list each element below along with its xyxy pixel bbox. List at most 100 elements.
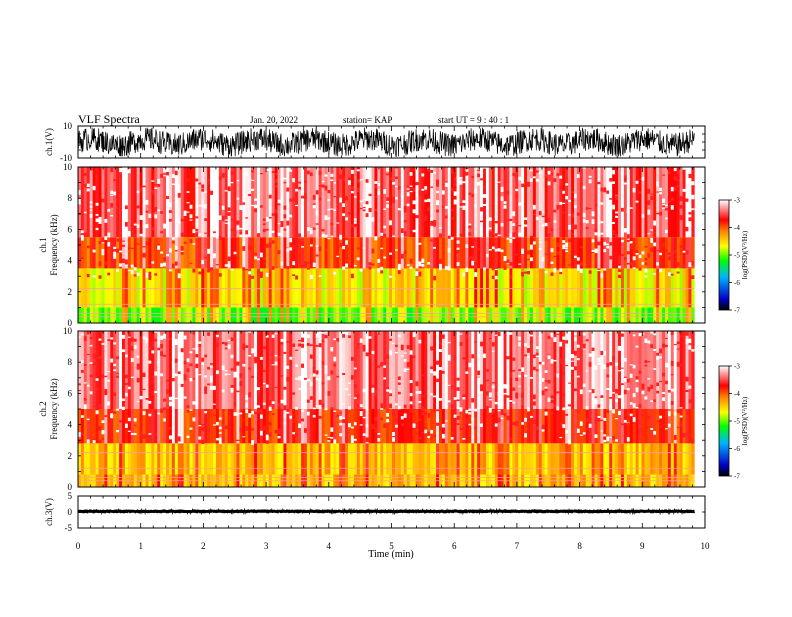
- spectrogram-speckle: [691, 438, 695, 444]
- spectrogram-cell: [532, 409, 537, 444]
- spectrogram-cell: [180, 443, 184, 475]
- spectrogram-speckle: [336, 222, 340, 224]
- spectrogram-cell: [447, 268, 452, 308]
- spectrogram-cell: [588, 237, 592, 269]
- spectrogram-cell: [538, 443, 543, 475]
- spectrogram-speckle: [629, 172, 633, 175]
- spectrogram-cell: [315, 331, 319, 409]
- spectrogram-speckle: [189, 238, 193, 244]
- spectrogram-speckle: [635, 379, 639, 383]
- spectrogram-speckle: [524, 433, 528, 438]
- spectrogram-cell: [450, 443, 454, 475]
- spectrogram-cell: [433, 167, 437, 238]
- spectrogram-speckle: [488, 392, 492, 398]
- spectrogram-speckle: [186, 405, 190, 408]
- spectrogram-cell: [78, 409, 82, 444]
- spectrogram-cell: [623, 167, 628, 238]
- spectrogram-speckle: [86, 331, 90, 335]
- spectrogram-cell: [532, 167, 537, 238]
- spectrogram-speckle: [571, 354, 574, 359]
- spectrogram-speckle: [456, 176, 460, 178]
- spectrogram-speckle: [471, 260, 475, 266]
- spectrogram-speckle: [186, 180, 190, 182]
- spectrogram-speckle: [682, 399, 686, 403]
- spectrogram-cell: [609, 237, 613, 269]
- spectrogram-speckle: [556, 173, 560, 177]
- spectrogram-speckle: [195, 354, 199, 358]
- spectrogram-cell: [166, 443, 170, 475]
- spectrogram-cell: [321, 443, 325, 475]
- spectrogram-cell: [110, 307, 114, 323]
- spectrogram-speckle: [198, 374, 202, 376]
- spectrogram-speckle: [565, 247, 569, 250]
- spectrogram-speckle: [609, 198, 613, 200]
- spectrogram-speckle: [89, 391, 93, 395]
- spectrogram-speckle: [623, 177, 627, 182]
- spectrogram-speckle: [333, 363, 337, 367]
- spectrogram-speckle: [447, 235, 451, 239]
- spectrogram-speckle: [574, 205, 577, 209]
- spectrogram-speckle: [98, 338, 102, 341]
- spectrogram-speckle: [485, 405, 489, 410]
- spectrogram-speckle: [80, 225, 84, 230]
- spectrogram-speckle: [418, 390, 422, 394]
- spectrogram-cell: [535, 237, 540, 269]
- spectrogram-cell: [394, 307, 399, 323]
- spectrogram-speckle: [359, 268, 363, 272]
- spectrogram-speckle: [459, 203, 463, 206]
- spectrogram-speckle: [509, 438, 513, 440]
- spectrogram-speckle: [204, 354, 208, 358]
- spectrogram-speckle: [559, 361, 563, 365]
- spectrogram-speckle: [204, 386, 208, 392]
- spectrogram-speckle: [509, 400, 513, 402]
- spectrogram-cell: [623, 331, 628, 409]
- ch2-colorbar-gradient: [718, 365, 730, 477]
- spectrogram-cell: [553, 443, 557, 475]
- spectrogram-cell: [579, 307, 584, 323]
- spectrogram-cell: [157, 409, 161, 444]
- spectrogram-speckle: [257, 387, 260, 391]
- spectrogram-speckle: [635, 252, 639, 255]
- spectrogram-speckle: [547, 397, 551, 402]
- spectrogram-cell: [242, 307, 246, 323]
- spectrogram-speckle: [251, 170, 255, 173]
- spectrogram-cell: [544, 443, 548, 475]
- spectrogram-speckle: [303, 193, 307, 196]
- spectrogram-speckle: [676, 341, 680, 345]
- spectrogram-speckle: [459, 176, 463, 180]
- y-tick-label: 6: [68, 224, 73, 234]
- spectrogram-cell: [568, 237, 572, 269]
- spectrogram-cell: [101, 331, 105, 409]
- spectrogram-cell: [529, 331, 534, 409]
- spectrogram-cell: [298, 268, 302, 308]
- spectrogram-speckle: [547, 247, 551, 250]
- spectrogram-cell: [359, 237, 363, 269]
- spectrogram-speckle: [547, 354, 551, 356]
- spectrogram-speckle: [400, 423, 404, 426]
- spectrogram-speckle: [612, 356, 616, 361]
- spectrogram-cell: [95, 268, 99, 308]
- spectrogram-cell: [333, 237, 337, 269]
- spectrogram-speckle: [163, 223, 167, 229]
- spectrogram-cell: [421, 307, 425, 323]
- spectrogram-cell: [254, 268, 258, 308]
- spectrogram-speckle: [110, 215, 114, 217]
- spectrogram-cell: [506, 307, 510, 323]
- spectrogram-speckle: [101, 198, 105, 203]
- spectrogram-speckle: [127, 430, 131, 432]
- spectrogram-cell: [632, 443, 636, 475]
- spectrogram-speckle: [286, 341, 290, 343]
- spectrogram-cell: [662, 237, 666, 269]
- spectrogram-speckle: [218, 417, 222, 420]
- spectrogram-cell: [280, 331, 284, 409]
- spectrogram-speckle: [418, 418, 422, 422]
- spectrogram-speckle: [145, 341, 149, 343]
- spectrogram-cell: [122, 409, 126, 444]
- spectrogram-cell: [659, 307, 663, 323]
- spectrogram-speckle: [383, 423, 387, 428]
- spectrogram-speckle: [550, 272, 554, 276]
- spectrogram-speckle: [667, 347, 671, 350]
- spectrogram-cell: [110, 331, 114, 409]
- spectrogram-speckle: [133, 432, 137, 436]
- spectrogram-cell: [439, 443, 443, 475]
